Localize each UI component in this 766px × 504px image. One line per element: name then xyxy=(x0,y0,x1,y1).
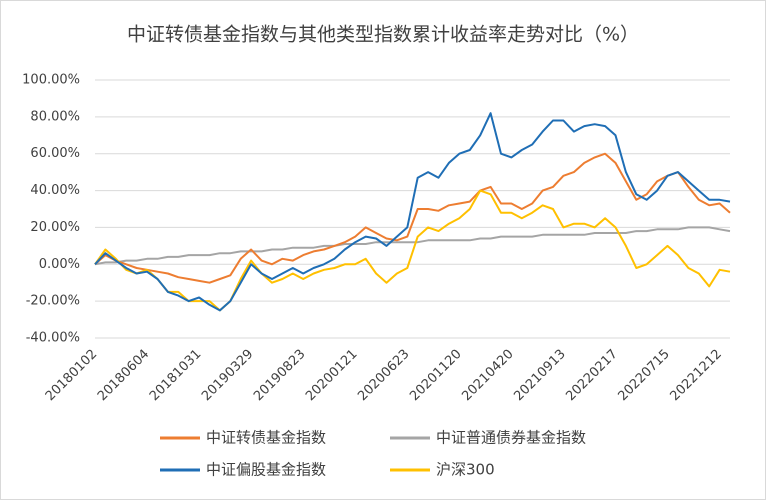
chart-title: 中证转债基金指数与其他类型指数累计收益率走势对比（%） xyxy=(127,24,639,46)
y-tick-label: 60.00% xyxy=(30,146,80,161)
legend-label: 中证普通债券基金指数 xyxy=(436,429,586,447)
series-line xyxy=(94,189,731,312)
legend-label: 中证偏股基金指数 xyxy=(206,461,326,479)
y-tick-label: 80.00% xyxy=(30,109,80,124)
y-tick-label: -20.00% xyxy=(26,294,80,309)
series-line xyxy=(94,226,731,266)
y-tick-label: 40.00% xyxy=(30,183,80,198)
series-line xyxy=(94,112,731,312)
legend-label: 中证转债基金指数 xyxy=(206,429,326,447)
series-line xyxy=(94,152,731,284)
legend-label: 沪深300 xyxy=(436,461,495,479)
y-tick-label: 0.00% xyxy=(39,257,80,272)
y-tick-label: 20.00% xyxy=(30,220,80,235)
y-tick-label: 100.00% xyxy=(22,73,80,88)
y-tick-label: -40.00% xyxy=(26,331,80,346)
